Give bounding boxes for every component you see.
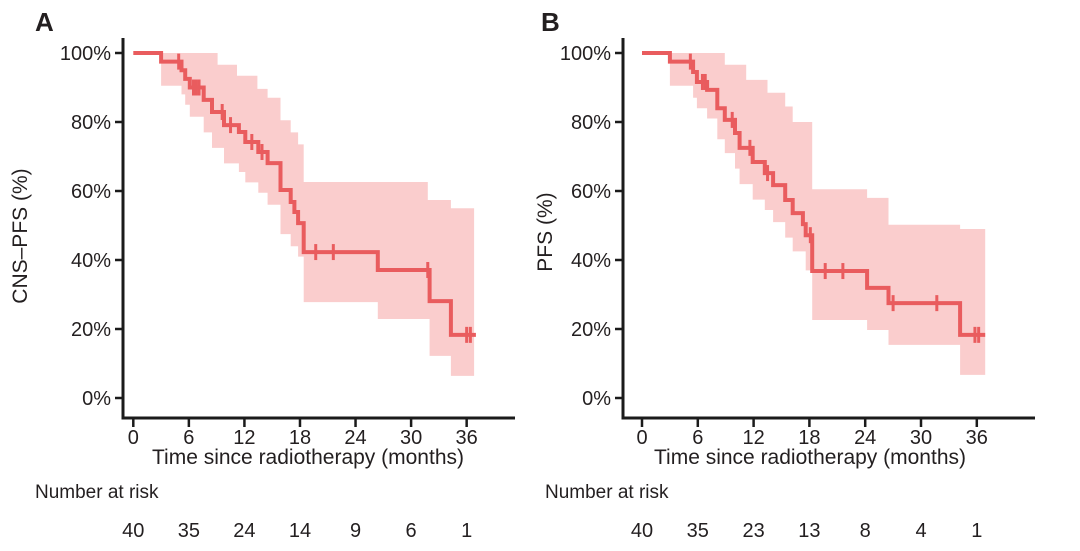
risk-count: 4	[915, 520, 926, 542]
risk-count: 35	[687, 520, 709, 542]
risk-count: 1	[461, 520, 472, 542]
x-tick-label: 24	[344, 427, 366, 449]
y-tick-label: 80%	[571, 112, 611, 134]
x-tick-label: 12	[233, 427, 255, 449]
y-tick-label: 60%	[71, 181, 111, 203]
risk-count: 6	[406, 520, 417, 542]
x-tick-label: 12	[742, 427, 764, 449]
number-at-risk-label-panel-a: Number at risk	[35, 482, 159, 503]
risk-count: 35	[178, 520, 200, 542]
survival-curve	[133, 51, 476, 337]
risk-count: 24	[233, 520, 255, 542]
number-at-risk-label-panel-b: Number at risk	[545, 482, 669, 503]
x-tick-label: 18	[289, 427, 311, 449]
y-tick-label: 100%	[60, 43, 111, 65]
y-axis-title-panel-a: CNS–PFS (%)	[8, 168, 32, 304]
y-tick-label: 80%	[71, 112, 111, 134]
y-tick-label: 0%	[582, 388, 611, 410]
risk-count: 13	[798, 520, 820, 542]
x-tick-label: 30	[910, 427, 932, 449]
risk-count: 40	[631, 520, 653, 542]
y-tick-label: 20%	[71, 319, 111, 341]
y-tick-label: 40%	[71, 250, 111, 272]
y-tick-label: 40%	[571, 250, 611, 272]
risk-count: 1	[971, 520, 982, 542]
panel-a-label: A	[35, 7, 54, 37]
x-tick-label: 24	[854, 427, 876, 449]
panel-b-label: B	[541, 7, 560, 37]
x-axis-title-panel-b: Time since radiotherapy (months)	[653, 446, 966, 469]
x-tick-label: 0	[128, 427, 139, 449]
y-axis-title-panel-b: PFS (%)	[533, 192, 557, 272]
x-tick-label: 0	[636, 427, 647, 449]
x-tick-label: 6	[692, 427, 703, 449]
risk-count: 23	[742, 520, 764, 542]
x-tick-label: 30	[400, 427, 422, 449]
x-axis-title-panel-a: Time since radiotherapy (months)	[151, 446, 464, 469]
x-tick-label: 6	[183, 427, 194, 449]
risk-count: 40	[122, 520, 144, 542]
risk-count: 14	[289, 520, 311, 542]
y-tick-label: 100%	[560, 43, 611, 65]
y-tick-label: 0%	[82, 388, 111, 410]
x-tick-label: 36	[966, 427, 988, 449]
confidence-band	[669, 53, 986, 375]
y-tick-label: 20%	[571, 319, 611, 341]
risk-count: 8	[860, 520, 871, 542]
risk-count: 9	[350, 520, 361, 542]
x-tick-label: 36	[456, 427, 478, 449]
x-tick-label: 18	[798, 427, 820, 449]
y-tick-label: 60%	[571, 181, 611, 203]
